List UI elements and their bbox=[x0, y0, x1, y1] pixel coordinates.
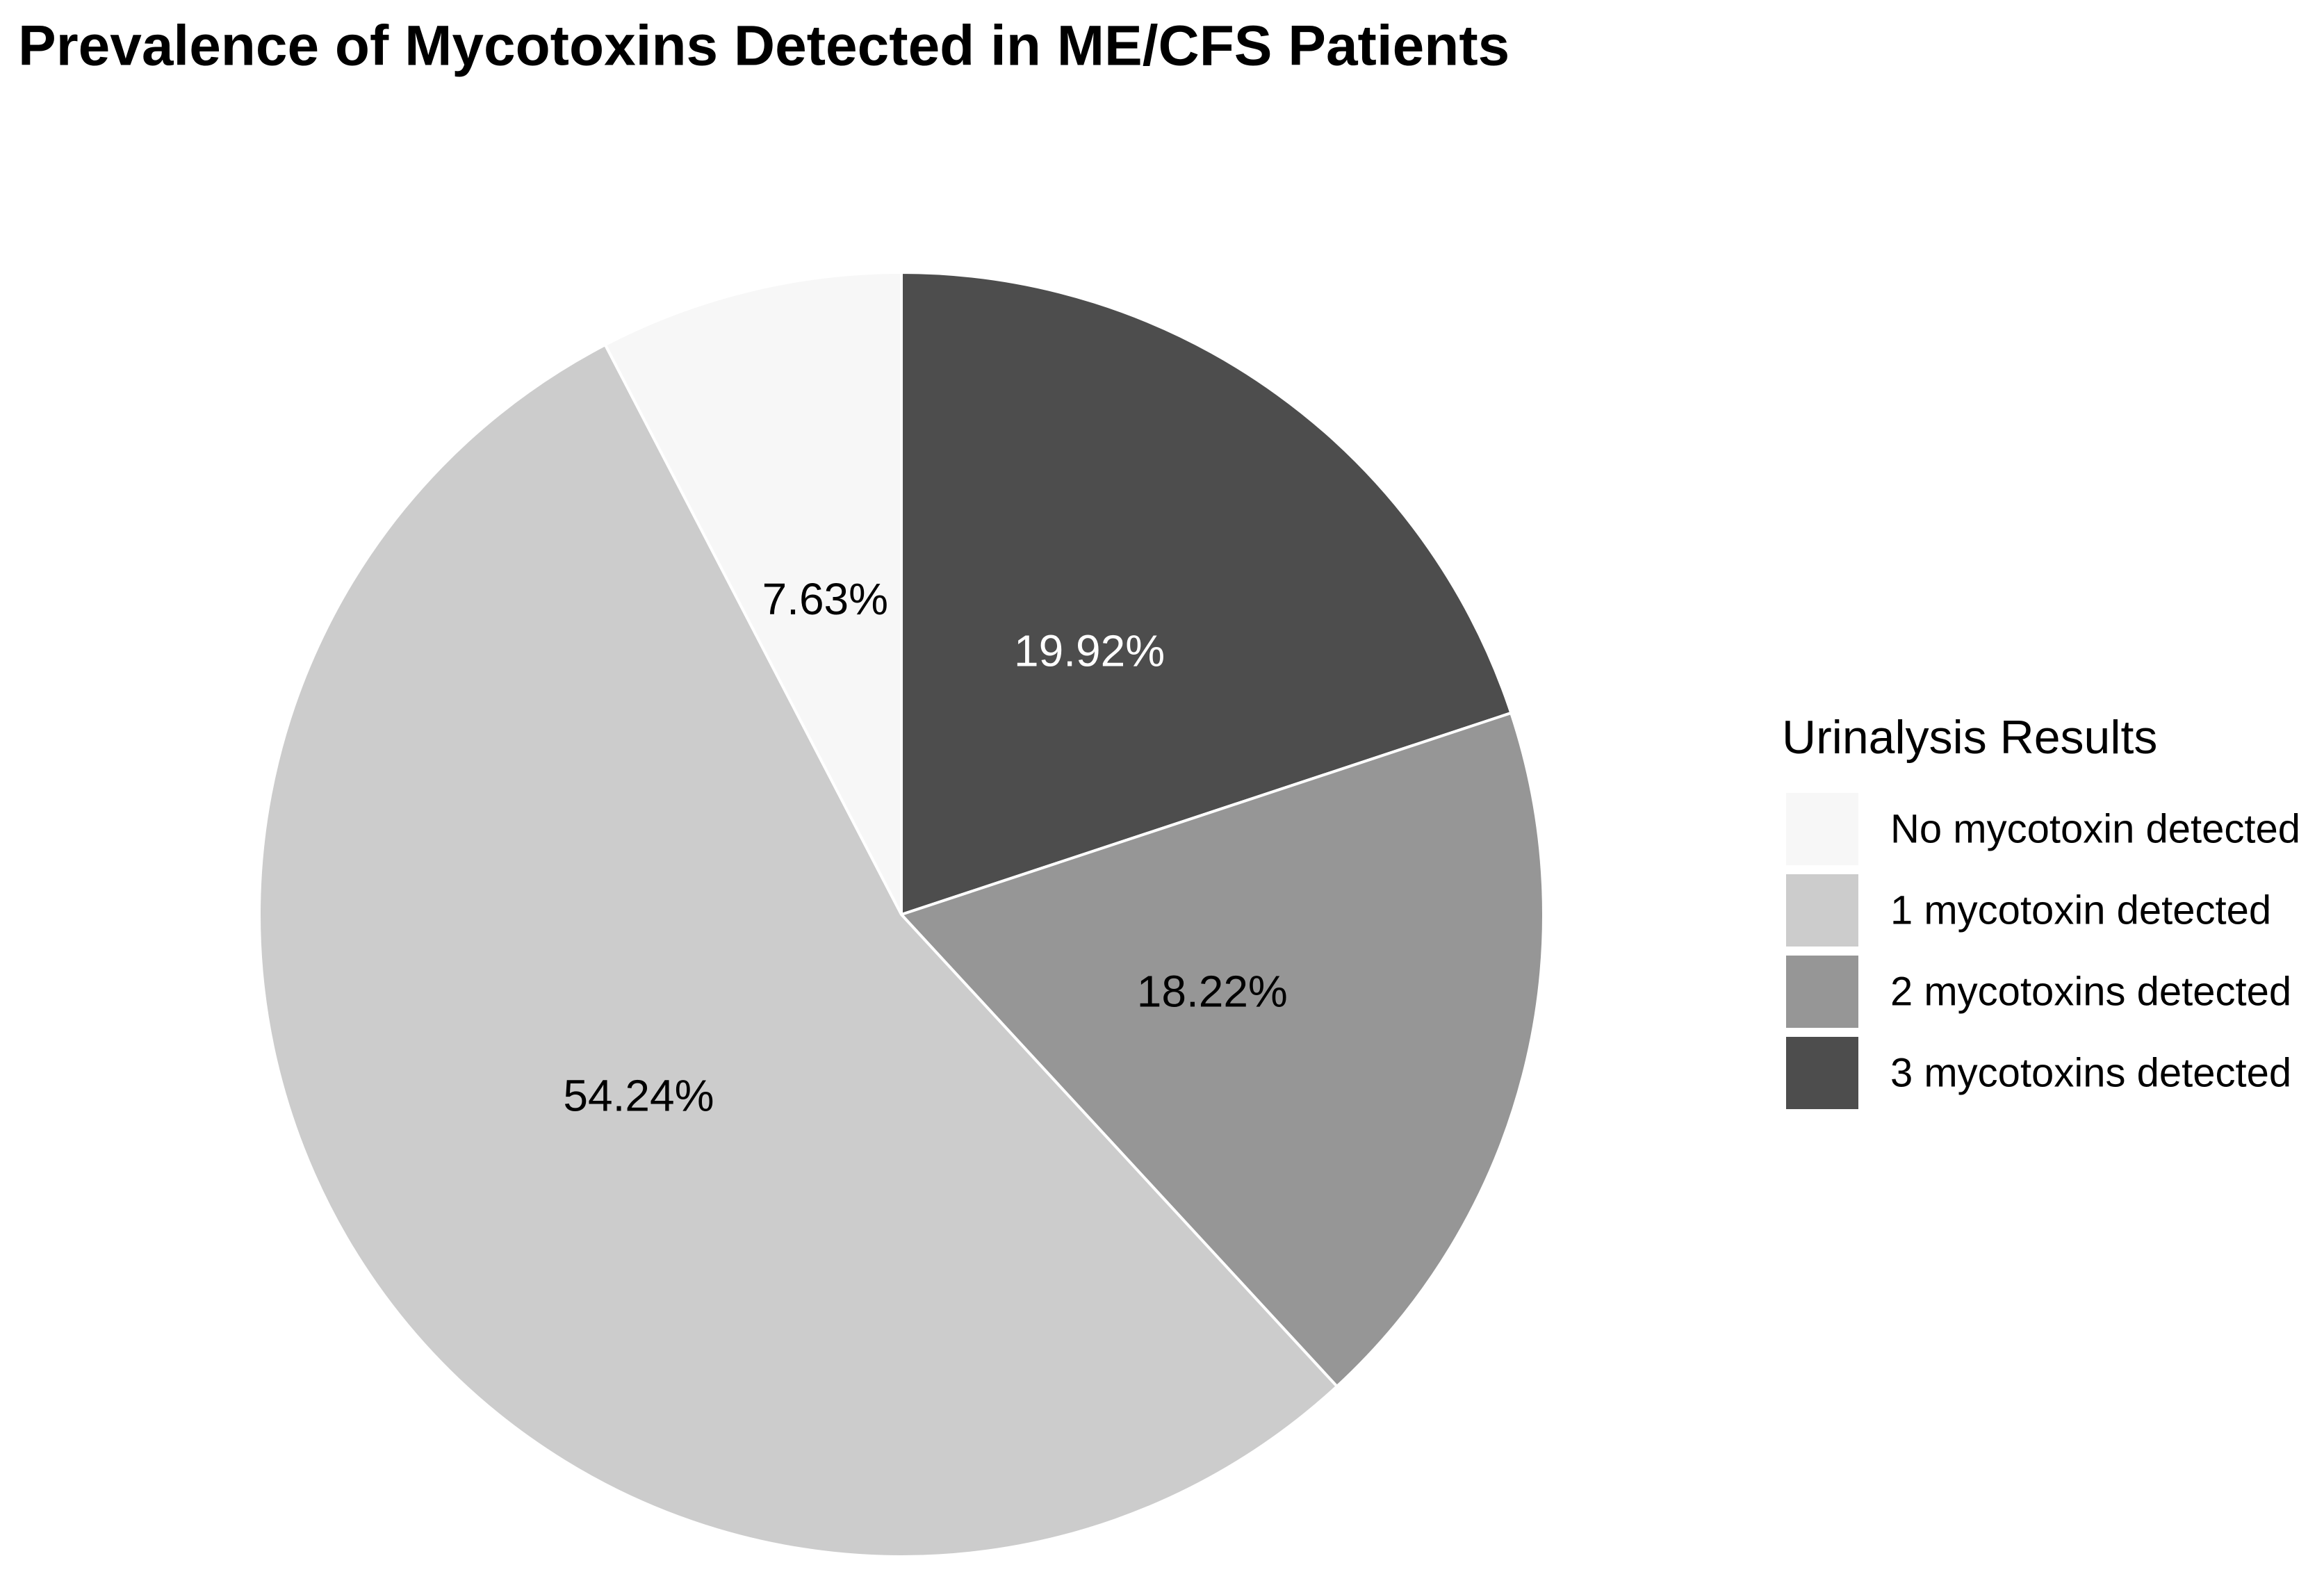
chart-title: Prevalence of Mycotoxins Detected in ME/… bbox=[18, 15, 1509, 78]
pie-slice bbox=[899, 711, 1545, 1389]
legend-swatch bbox=[1786, 956, 1858, 1028]
slice-label: 7.63% bbox=[762, 574, 888, 624]
legend-label: No mycotoxin detected bbox=[1890, 806, 2300, 851]
legend-swatch bbox=[1786, 874, 1858, 947]
legend-title: Urinalysis Results bbox=[1782, 711, 2157, 764]
legend-swatch bbox=[1786, 793, 1858, 865]
slice-label: 19.92% bbox=[1014, 625, 1165, 675]
slice-label: 18.22% bbox=[1137, 967, 1288, 1017]
pie-slice bbox=[900, 270, 1513, 917]
legend-label: 2 mycotoxins detected bbox=[1890, 969, 2291, 1014]
slice-label: 54.24% bbox=[563, 1070, 714, 1120]
pie-slice bbox=[603, 270, 903, 915]
pie-slice bbox=[257, 343, 1339, 1558]
legend-swatch bbox=[1786, 1037, 1858, 1109]
legend-label: 3 mycotoxins detected bbox=[1890, 1050, 2291, 1095]
legend-label: 1 mycotoxin detected bbox=[1890, 887, 2271, 933]
